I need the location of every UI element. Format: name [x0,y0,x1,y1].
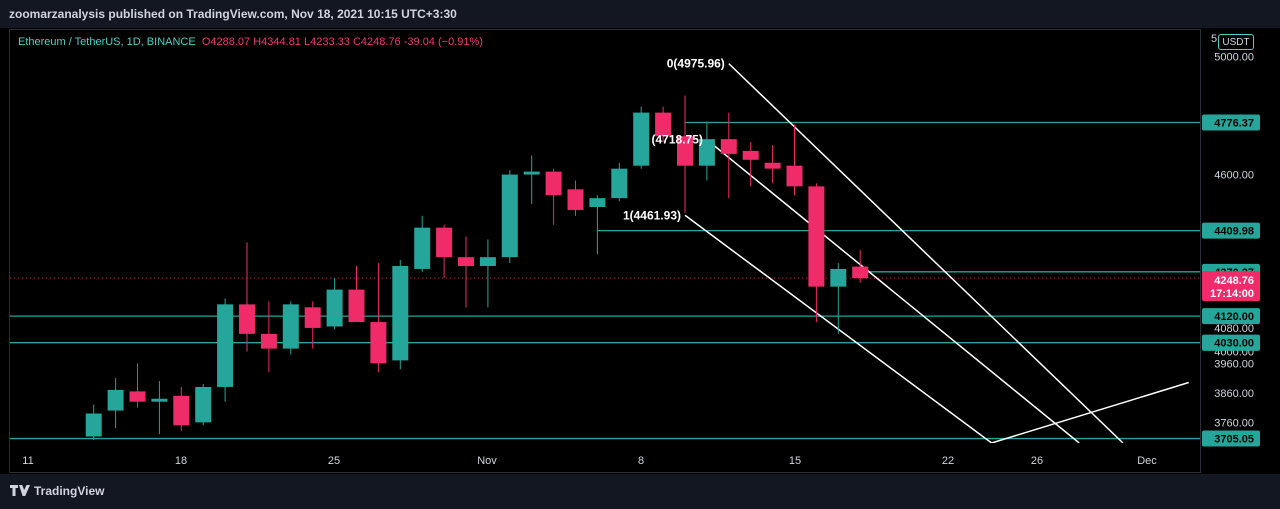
countdown-label: 17:14:00 [1210,288,1254,300]
x-tick-label: 11 [22,455,33,467]
candle-body [633,112,650,166]
candle-body [655,112,672,137]
high-value: H4344.81 [253,36,301,48]
candle-body [589,198,606,207]
level-label: 4030.00 [1214,338,1254,350]
x-tick-label: 18 [175,455,187,467]
y-tick-label: 3860.00 [1214,388,1254,400]
candle-body [107,389,124,411]
channel-line [991,381,1189,443]
close-value: C4248.76 [352,36,401,48]
current-price-label: 4248.76 [1214,275,1254,287]
candle-body [326,289,343,327]
candle-body [151,398,168,402]
footer-bar [0,474,1280,509]
fib-annotation: 1(4461.93) [623,208,681,222]
open-value: O4288.07 [201,36,251,48]
x-tick-label: 22 [942,455,954,467]
candle-body [260,333,277,349]
change-value: -39.04 (−0.91%) [403,36,483,48]
low-value: L4233.33 [304,36,350,48]
publisher-line: zoomarzanalysis published on TradingView… [9,7,457,21]
fib-annotation: (4718.75) [652,133,703,147]
symbol-label[interactable]: Ethereum / TetherUS, 1D, BINANCE [18,36,196,48]
current-price-label-bg [1202,271,1260,302]
candle-body [304,307,321,328]
candle-body [85,413,102,437]
level-label-bg [1202,430,1260,447]
candle-body [414,227,431,269]
plot-area: 0(4975.96) (4718.75) 1(4461.93) [10,57,1200,443]
price-axis-top-label: 5 [1211,33,1218,45]
x-tick-label: Nov [477,455,497,467]
candle-body [436,227,453,258]
candle-body [458,257,474,266]
candle-body [808,186,825,287]
channel-line [706,139,1080,443]
x-tick-label: 26 [1031,455,1043,467]
currency-button[interactable]: USDT [1218,34,1254,50]
candle-body [523,171,540,175]
candle-body [129,391,146,402]
candle-body [677,136,693,166]
candle-body [282,304,299,349]
candle-body [567,189,584,210]
level-label-bg [1202,334,1260,351]
candle-body [764,162,781,169]
candle-body [195,386,212,423]
chart-legend: Ethereum / TetherUS, 1D, BINANCE O4288.0… [18,36,483,48]
level-label-bg [1202,308,1260,325]
level-label: 4409.98 [1214,226,1254,238]
candle-body [348,289,365,323]
candle-body [786,165,803,187]
y-tick-label: 3760.00 [1214,417,1254,429]
candle-body [698,139,715,166]
candlestick-chart[interactable]: 0(4975.96) (4718.75) 1(4461.93) 5000.00 4600… [0,0,1280,474]
candle-body [611,168,628,199]
candle-body [173,395,190,426]
fib-annotation: 0(4975.96) [667,57,725,71]
publish-header: zoomarzanalysis published on TradingView… [0,0,1280,28]
y-tick-label: 4600.00 [1214,170,1254,182]
x-tick-label: 25 [328,455,340,467]
channel-line [728,63,1124,443]
x-tick-label: 8 [638,455,644,467]
y-tick-label: 3960.00 [1214,358,1254,370]
candle-body [720,139,737,154]
tradingview-logo-icon [10,485,30,496]
level-label: 3705.05 [1214,434,1254,446]
candle-body [479,257,496,266]
candle-body [742,150,759,160]
candle-body [830,268,847,287]
y-tick-label: 4080.00 [1214,323,1254,335]
candle-body [501,174,518,258]
candle-body [545,171,562,196]
x-tick-label: 15 [789,455,801,467]
x-tick-label: Dec [1137,455,1157,467]
tradingview-brand: TradingView [34,484,105,498]
candle-body [392,266,409,361]
level-label-bg [1202,222,1260,239]
y-tick-label: 5000.00 [1214,52,1254,64]
level-label: 4120.00 [1214,311,1254,323]
candle-body [217,304,234,387]
level-label-bg [1202,114,1260,131]
level-label: 4776.37 [1214,118,1254,130]
chart-frame [9,29,1201,473]
candle-body [239,304,255,334]
candle-body [852,266,869,279]
candle-body [370,322,387,364]
